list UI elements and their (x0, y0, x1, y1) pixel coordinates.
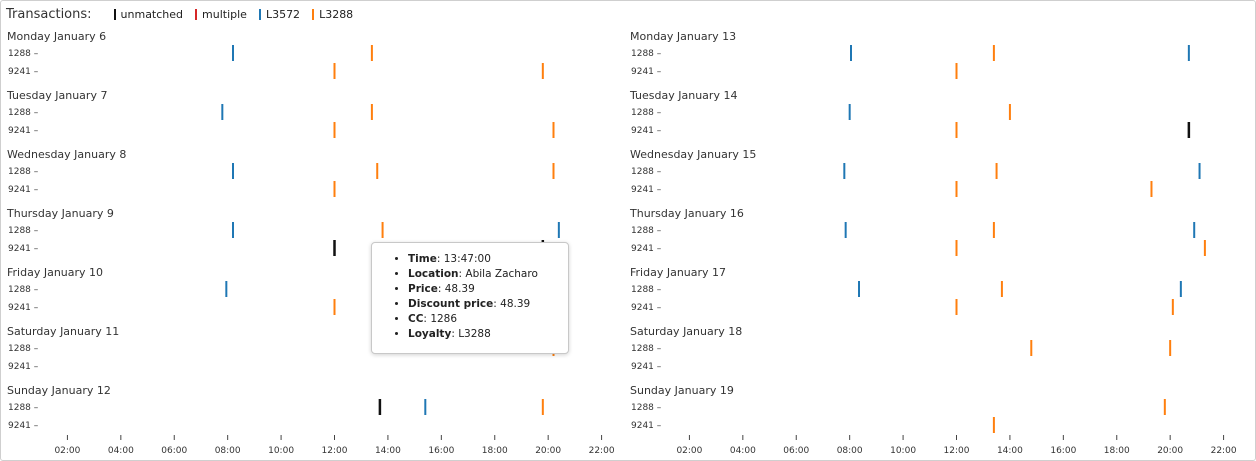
row-label: 9241 – (631, 303, 662, 313)
x-tick-label: 10:00 (268, 446, 294, 456)
x-tick-label: 22:00 (1211, 446, 1237, 456)
day-label: Saturday January 11 (7, 325, 119, 338)
legend-title: Transactions: (6, 7, 92, 22)
tooltip-time-value: 13:47:00 (443, 253, 491, 265)
legend: Transactions: unmatched multiple L3572 L… (6, 7, 365, 22)
row-label: 9241 – (8, 126, 39, 136)
row-label: 9241 – (631, 244, 662, 254)
legend-swatch-multiple (195, 9, 198, 20)
row-label: 9241 – (8, 303, 39, 313)
x-tick-label: 12:00 (944, 446, 970, 456)
row-label: 1288 – (631, 167, 662, 177)
row-label: 1288 – (8, 344, 39, 354)
row-label: 9241 – (8, 244, 39, 254)
row-label: 9241 – (8, 185, 39, 195)
x-tick-label: 02:00 (676, 446, 702, 456)
row-label: 1288 – (8, 49, 39, 59)
row-label: 9241 – (8, 67, 39, 77)
row-label: 9241 – (631, 67, 662, 77)
tooltip-loyalty: Loyalty: L3288 (408, 327, 568, 342)
row-label: 1288 – (631, 49, 662, 59)
tooltip-time-label: Time (408, 253, 437, 265)
legend-label-l3288: L3288 (319, 8, 354, 21)
day-label: Sunday January 12 (7, 384, 111, 397)
tooltip-price: Price: 48.39 (408, 282, 568, 297)
legend-label-unmatched: unmatched (120, 8, 184, 21)
tooltip-time: Time: 13:47:00 (408, 252, 568, 267)
x-tick-label: 14:00 (997, 446, 1023, 456)
row-label: 9241 – (631, 185, 662, 195)
row-label: 1288 – (631, 226, 662, 236)
row-label: 1288 – (631, 285, 662, 295)
tooltip-discount-label: Discount price (408, 298, 494, 310)
x-tick-label: 06:00 (783, 446, 809, 456)
day-label: Tuesday January 7 (6, 89, 107, 102)
tooltip-discount-value: 48.39 (500, 298, 531, 310)
x-tick-label: 16:00 (428, 446, 454, 456)
row-label: 9241 – (631, 421, 662, 431)
tooltip-location-value: Abila Zacharo (465, 268, 538, 280)
legend-item-multiple[interactable]: multiple (195, 8, 247, 21)
x-tick-label: 10:00 (890, 446, 916, 456)
legend-item-l3288[interactable]: L3288 (312, 8, 353, 21)
day-label: Thursday January 9 (6, 207, 114, 220)
legend-swatch-l3572 (258, 9, 261, 20)
legend-label-l3572: L3572 (265, 8, 301, 21)
tooltip-location-label: Location (408, 268, 459, 280)
x-tick-label: 08:00 (215, 446, 241, 456)
tooltip-location: Location: Abila Zacharo (408, 267, 568, 282)
row-label: 1288 – (8, 226, 39, 236)
tooltip-discount: Discount price: 48.39 (408, 297, 568, 312)
day-label: Thursday January 16 (629, 207, 744, 220)
row-label: 9241 – (631, 126, 662, 136)
tooltip-loyalty-label: Loyalty (408, 328, 452, 340)
tooltip-cc: CC: 1286 (408, 312, 568, 327)
x-tick-label: 18:00 (482, 446, 508, 456)
x-tick-label: 20:00 (535, 446, 561, 456)
x-tick-label: 08:00 (837, 446, 863, 456)
row-label: 1288 – (8, 108, 39, 118)
tooltip-cc-value: 1286 (430, 313, 458, 325)
x-tick-label: 06:00 (161, 446, 187, 456)
tooltip-price-value: 48.39 (444, 283, 475, 295)
x-tick-label: 02:00 (54, 446, 80, 456)
day-label: Monday January 13 (630, 30, 736, 43)
x-tick-label: 04:00 (730, 446, 756, 456)
tooltip-loyalty-value: L3288 (458, 328, 491, 340)
row-label: 1288 – (8, 167, 39, 177)
row-label: 1288 – (631, 344, 662, 354)
day-label: Wednesday January 8 (7, 148, 126, 161)
day-label: Tuesday January 14 (629, 89, 737, 102)
tooltip-price-label: Price (408, 283, 438, 295)
day-label: Saturday January 18 (630, 325, 742, 338)
x-tick-label: 20:00 (1157, 446, 1183, 456)
legend-swatch-unmatched (113, 9, 116, 20)
x-tick-label: 18:00 (1104, 446, 1130, 456)
legend-label-multiple: multiple (202, 8, 247, 21)
legend-item-unmatched[interactable]: unmatched (113, 8, 184, 21)
legend-item-l3572[interactable]: L3572 (258, 8, 301, 21)
day-label: Sunday January 19 (630, 384, 734, 397)
x-tick-label: 22:00 (589, 446, 615, 456)
row-label: 1288 – (631, 403, 662, 413)
day-label: Friday January 17 (630, 266, 726, 279)
row-label: 9241 – (631, 362, 662, 372)
tooltip-list: Time: 13:47:00 Location: Abila Zacharo P… (372, 243, 568, 342)
row-label: 9241 – (8, 421, 39, 431)
row-label: 9241 – (8, 362, 39, 372)
legend-swatch-l3288 (312, 9, 315, 20)
x-tick-label: 12:00 (322, 446, 348, 456)
day-label: Wednesday January 15 (630, 148, 756, 161)
row-label: 1288 – (631, 108, 662, 118)
row-label: 1288 – (8, 403, 39, 413)
day-label: Monday January 6 (7, 30, 106, 43)
x-tick-label: 04:00 (108, 446, 134, 456)
day-label: Friday January 10 (7, 266, 103, 279)
transaction-tooltip: Time: 13:47:00 Location: Abila Zacharo P… (371, 242, 569, 354)
row-label: 1288 – (8, 285, 39, 295)
x-tick-label: 14:00 (375, 446, 401, 456)
x-tick-label: 16:00 (1050, 446, 1076, 456)
tooltip-cc-label: CC (408, 313, 424, 325)
